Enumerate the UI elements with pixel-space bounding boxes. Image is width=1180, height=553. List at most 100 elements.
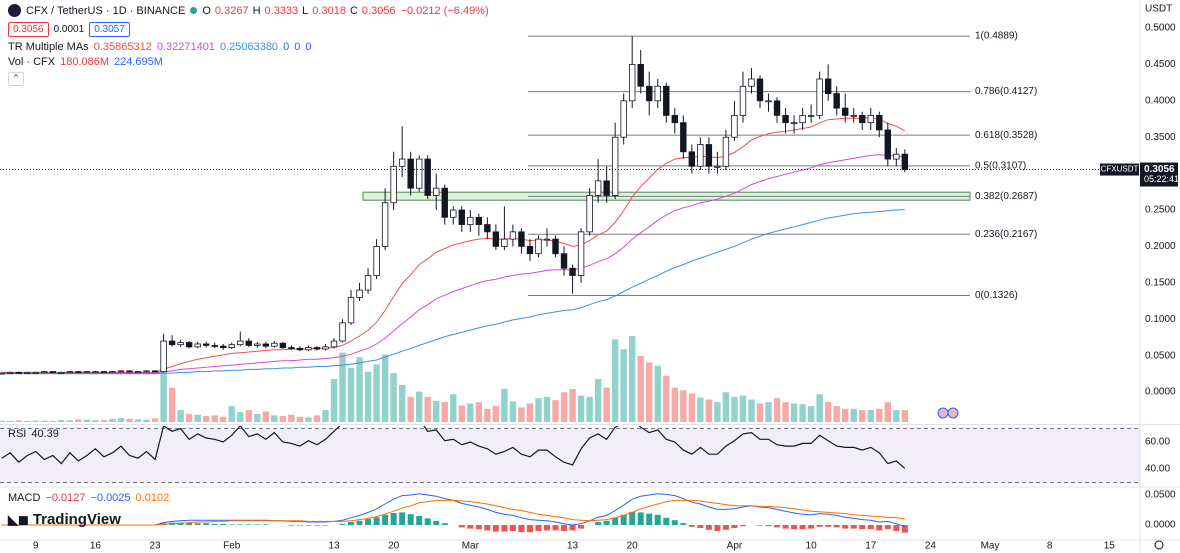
volume-bar — [526, 403, 534, 422]
volume-bar — [492, 406, 500, 422]
macd-hist-bar — [254, 524, 261, 526]
candle-body — [373, 246, 380, 276]
volume-bar — [228, 406, 235, 422]
symbol[interactable]: CFX / TetherUS · 1D · BINANCE — [26, 4, 186, 17]
macd-hist-bar — [365, 519, 372, 526]
candle-body — [722, 136, 730, 167]
volume-bar — [373, 364, 380, 422]
currency-label[interactable]: USDT — [1145, 4, 1172, 15]
header-row: CFX / TetherUS · 1D · BINANCE O 0.3267 H 0.… — [8, 4, 489, 17]
settings-icon[interactable] — [1154, 540, 1164, 550]
macd-hist-bar — [348, 522, 355, 526]
ma-title[interactable]: TR Multiple MAs — [8, 41, 89, 53]
volume-bar — [407, 396, 414, 422]
volume-bar — [807, 406, 815, 422]
candle-body — [671, 114, 678, 124]
candle-body — [254, 343, 261, 346]
candle-body — [492, 231, 500, 247]
macd-hist-bar — [177, 522, 184, 526]
candle-body — [305, 347, 312, 351]
spread: 0.0001 — [53, 24, 85, 35]
vol-legend: Vol · CFX 180.086M 224.695M — [8, 56, 163, 68]
candle-body — [262, 343, 270, 347]
ohlc-key: O — [202, 4, 211, 17]
macd-hist-bar — [228, 524, 235, 526]
volume-bar — [637, 355, 644, 422]
ohlc-value: 0.3056 — [361, 4, 396, 17]
volume-bar — [824, 402, 832, 422]
volume-bar — [773, 398, 781, 422]
ma-value: 0 — [305, 41, 312, 53]
candle-body — [441, 187, 448, 218]
candle-body — [143, 370, 150, 373]
logo[interactable]: ◣◼ TradingView — [8, 511, 121, 528]
x-tick-label: 10 — [806, 541, 818, 552]
macd-hist-bar — [722, 525, 729, 530]
volume-bar — [697, 397, 704, 422]
volume-bar — [390, 373, 397, 422]
ohlc-key: H — [252, 4, 261, 17]
volume-bar — [262, 411, 270, 422]
macd-hist-bar — [901, 525, 908, 533]
volume-bar — [92, 420, 99, 422]
volume-bar — [867, 410, 874, 422]
volume-bar — [415, 391, 423, 422]
ma-value: 0.35865312 — [93, 41, 152, 53]
bid[interactable]: 0.3056 — [8, 22, 49, 37]
macd-hist-bar — [850, 525, 857, 529]
candle-body — [279, 342, 287, 349]
volume-bar — [398, 384, 406, 422]
volume-bar — [305, 417, 312, 422]
vol-title[interactable]: Vol · CFX — [8, 56, 56, 68]
volume-bar — [475, 402, 483, 422]
y-tick-label: 0.1000 — [1145, 314, 1176, 325]
x-tick-label: 13 — [567, 541, 579, 552]
candle-body — [467, 216, 474, 225]
candle-body — [807, 114, 815, 117]
candle-body — [577, 231, 585, 276]
rsi-title[interactable]: RSI — [8, 428, 27, 440]
macd-hist-bar — [569, 525, 576, 531]
trade-row: 0.3056 0.0001 0.3057 — [8, 22, 130, 37]
ask[interactable]: 0.3057 — [89, 22, 130, 37]
x-tick-label: 20 — [388, 541, 400, 552]
macd-hist-bar — [467, 525, 474, 529]
volume-bar — [381, 354, 389, 422]
macd-title[interactable]: MACD — [8, 492, 41, 504]
candle-body — [842, 107, 849, 116]
macd-hist-bar — [220, 523, 227, 526]
x-tick-label: 13 — [328, 541, 340, 552]
vol-ma-value: 224.695M — [114, 56, 163, 68]
collapse-button[interactable]: ^ — [8, 72, 24, 86]
macd-hist-bar — [867, 525, 874, 530]
volume-bar — [58, 420, 65, 422]
candle-body — [398, 158, 406, 167]
candle-body — [637, 64, 644, 87]
volume-bar — [671, 387, 678, 422]
volume-bar — [356, 357, 363, 422]
volume-bar — [339, 352, 346, 422]
ohlc-value: 0.3333 — [264, 4, 299, 17]
rsi-value: 40.39 — [31, 428, 59, 440]
volume-bar — [83, 419, 91, 422]
x-tick-label: 8 — [1047, 541, 1053, 552]
macd-hist-bar — [313, 525, 320, 526]
candle-body — [509, 231, 517, 240]
candle-body — [177, 342, 184, 346]
logo-text: TradingView — [32, 511, 121, 528]
volume-bar — [790, 403, 798, 422]
volume-bar — [714, 402, 721, 422]
volume-bar — [756, 403, 764, 422]
macd-hist-bar — [322, 525, 329, 526]
candle-body — [322, 346, 329, 350]
y-tick-label: 0.1500 — [1145, 277, 1176, 288]
candle-body — [739, 85, 747, 116]
macd-hist-bar — [603, 520, 610, 526]
candle-body — [15, 371, 22, 374]
candle-body — [799, 114, 806, 124]
volume-bar — [842, 408, 849, 422]
candle-body — [424, 158, 431, 196]
candle-body — [296, 347, 304, 351]
candle-body — [654, 85, 661, 102]
ohlc-key: L — [302, 4, 309, 17]
